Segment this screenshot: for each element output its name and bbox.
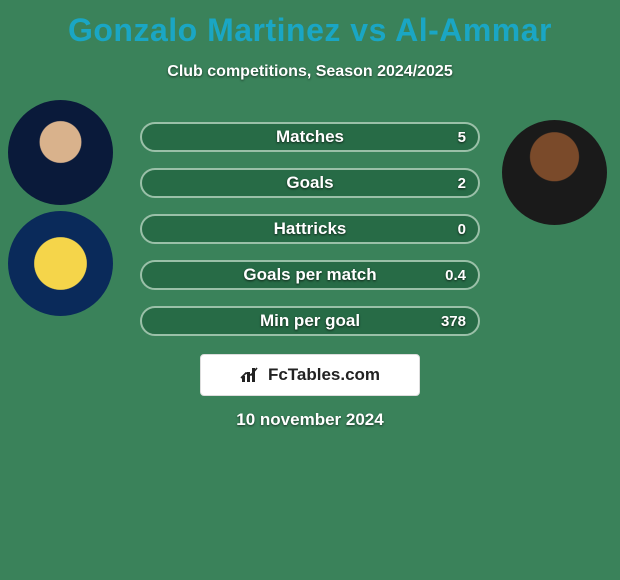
stat-right-value: 0.4 <box>445 267 466 284</box>
stat-right-value: 0 <box>458 221 466 238</box>
player2-photo <box>502 120 607 225</box>
comparison-card: Gonzalo Martinez vs Al-Ammar Club compet… <box>0 0 620 580</box>
player1-club-logo <box>8 211 113 316</box>
generated-date: 10 november 2024 <box>0 410 620 430</box>
stat-label: Goals per match <box>243 265 376 285</box>
brand-watermark: FcTables.com <box>200 354 420 396</box>
subtitle: Club competitions, Season 2024/2025 <box>0 63 620 81</box>
left-avatars <box>8 100 113 322</box>
stat-label: Matches <box>276 127 344 147</box>
stat-right-value: 378 <box>441 313 466 330</box>
right-avatars <box>502 120 612 231</box>
player1-photo <box>8 100 113 205</box>
stat-right-value: 2 <box>458 175 466 192</box>
stat-row: Hattricks 0 <box>140 214 480 244</box>
stat-label: Hattricks <box>274 219 347 239</box>
stat-right-value: 5 <box>458 129 466 146</box>
stat-row: Goals 2 <box>140 168 480 198</box>
stat-row: Matches 5 <box>140 122 480 152</box>
stat-label: Min per goal <box>260 311 360 331</box>
page-title: Gonzalo Martinez vs Al-Ammar <box>0 0 620 49</box>
stat-row: Goals per match 0.4 <box>140 260 480 290</box>
bar-chart-icon <box>240 366 262 384</box>
stat-label: Goals <box>286 173 333 193</box>
stat-row: Min per goal 378 <box>140 306 480 336</box>
brand-text: FcTables.com <box>268 365 380 385</box>
stats-table: Matches 5 Goals 2 Hattricks 0 Goals per … <box>140 122 480 352</box>
